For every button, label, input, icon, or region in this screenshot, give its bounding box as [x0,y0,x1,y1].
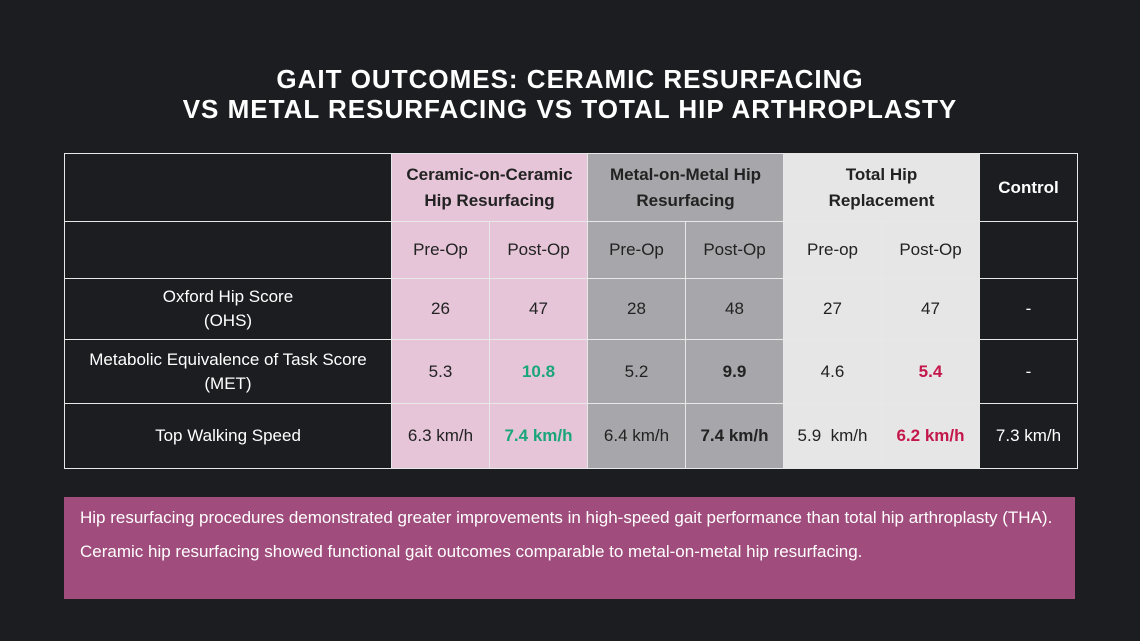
subheader: Post-Op [685,221,784,279]
cell-highlight-bad: 5.4 [881,339,980,404]
cell: 28 [587,278,686,340]
gait-outcomes-table: Ceramic-on-Ceramic Hip Resurfacing Metal-… [64,153,1078,469]
cell: 47 [881,278,980,340]
table-row: Metabolic Equivalence of Task Score (MET)… [64,339,1078,404]
cell-highlight-bad: 6.2 km/h [881,403,980,469]
table-row: Oxford Hip Score (OHS) 26 47 28 48 27 47 … [64,278,1078,340]
cell: 26 [391,278,490,340]
group-header-metal: Metal-on-Metal Hip Resurfacing [587,153,784,222]
page-title: GAIT OUTCOMES: CERAMIC RESURFACING VS ME… [0,64,1140,124]
cell: 27 [783,278,882,340]
cell: 5.3 [391,339,490,404]
cell: 4.6 [783,339,882,404]
title-line-1: GAIT OUTCOMES: CERAMIC RESURFACING [276,64,864,94]
subheader: Post-Op [881,221,980,279]
cell-bold: 9.9 [685,339,784,404]
summary-box: Hip resurfacing procedures demonstrated … [64,497,1075,599]
summary-note: Hip resurfacing procedures demonstrated … [80,508,1053,527]
cell: 7.3 km/h [979,403,1078,469]
table-row: Top Walking Speed 6.3 km/h 7.4 km/h 6.4 … [64,403,1078,469]
cell: - [979,339,1078,404]
empty-subheader-cell [64,221,392,279]
cell-highlight-good: 7.4 km/h [489,403,588,469]
cell-bold: 7.4 km/h [685,403,784,469]
subheader: Post-Op [489,221,588,279]
cell: 6.4 km/h [587,403,686,469]
cell: - [979,278,1078,340]
cell: 5.9 km/h [783,403,882,469]
row-label: Top Walking Speed [64,403,392,469]
cell: 6.3 km/h [391,403,490,469]
subheader: Pre-Op [587,221,686,279]
row-label: Oxford Hip Score (OHS) [64,278,392,340]
subheader: Pre-Op [391,221,490,279]
subheader: Pre-op [783,221,882,279]
cell: 5.2 [587,339,686,404]
empty-header-cell [64,153,392,222]
group-header-ceramic: Ceramic-on-Ceramic Hip Resurfacing [391,153,588,222]
empty-subheader-cell [979,221,1078,279]
title-line-2: VS METAL RESURFACING VS TOTAL HIP ARTHRO… [182,94,958,124]
row-label: Metabolic Equivalence of Task Score (MET) [64,339,392,404]
group-header-control: Control [979,153,1078,222]
cell: 47 [489,278,588,340]
cell-highlight-good: 10.8 [489,339,588,404]
cell: 48 [685,278,784,340]
group-header-thr: Total Hip Replacement [783,153,980,222]
summary-note: Ceramic hip resurfacing showed functiona… [80,542,863,561]
